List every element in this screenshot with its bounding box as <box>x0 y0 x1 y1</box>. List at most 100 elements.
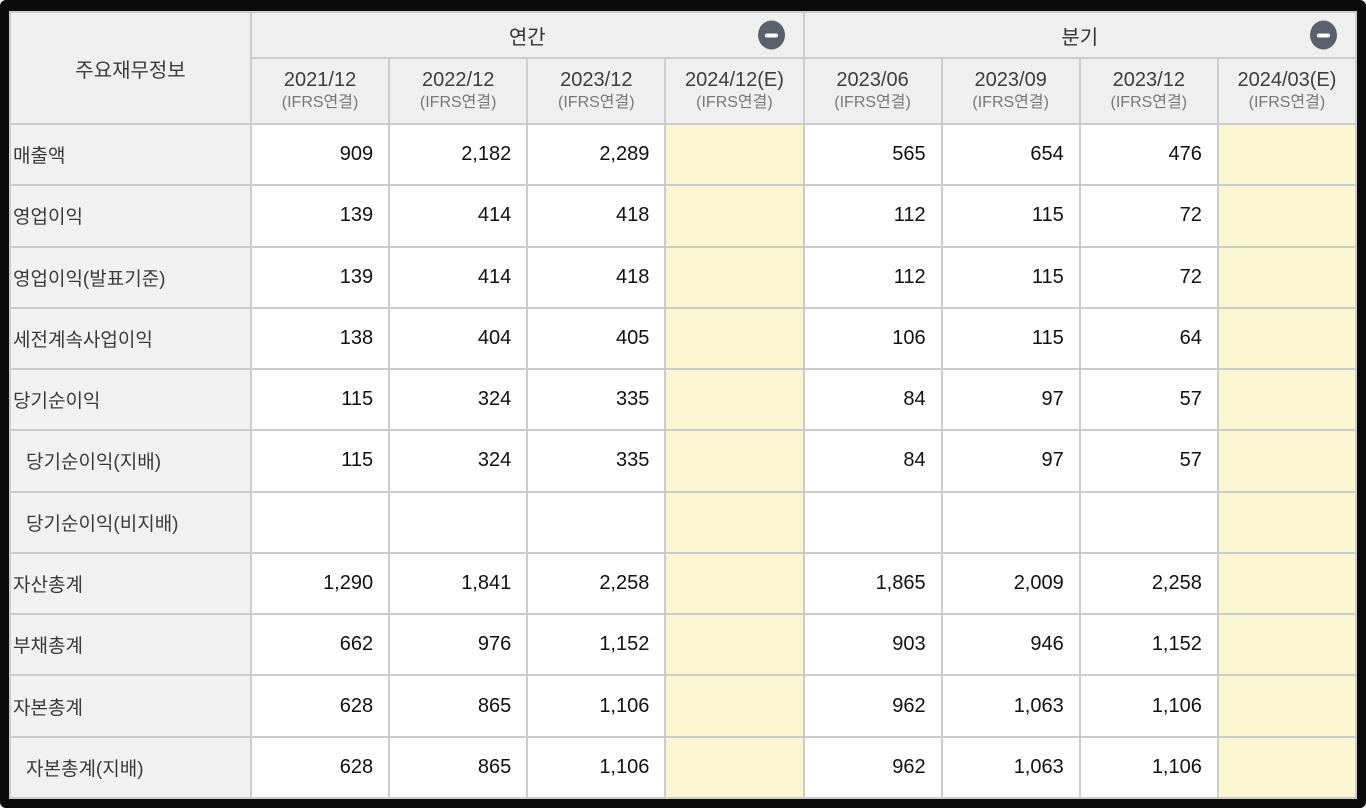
value-cell: 1,152 <box>1078 613 1219 677</box>
group-header-row: 주요재무정보 연간 분기 <box>9 11 1357 125</box>
value-cell: 1,063 <box>940 674 1081 738</box>
value-cell: 946 <box>940 613 1081 677</box>
column-header-2021-12: 2021/12 (IFRS연결) <box>249 57 391 125</box>
value-cell: 909 <box>249 122 391 187</box>
value-cell: 903 <box>802 613 943 677</box>
collapse-annual-button[interactable] <box>757 20 785 50</box>
value-cell: 115 <box>940 245 1081 309</box>
value-cell: 628 <box>249 674 391 738</box>
value-cell: 962 <box>802 735 943 800</box>
value-cell <box>664 245 805 309</box>
period-label: 2021/12 <box>283 69 357 92</box>
column-header-2023-12: 2023/12 (IFRS연결) <box>526 57 667 125</box>
row-label: 영업이익(발표기준) <box>9 245 252 309</box>
row-label: 자본총계 <box>9 674 252 738</box>
value-cell: 115 <box>249 429 391 493</box>
value-cell <box>526 490 667 554</box>
value-cell: 2,258 <box>526 551 667 616</box>
period-label: 2023/12 <box>560 69 633 92</box>
value-cell <box>802 490 943 554</box>
value-cell: 324 <box>388 368 529 432</box>
collapse-quarterly-button[interactable] <box>1310 20 1337 50</box>
value-cell <box>1216 613 1358 677</box>
value-cell: 106 <box>802 306 943 371</box>
value-cell <box>664 429 805 493</box>
value-cell: 1,106 <box>526 735 667 800</box>
value-cell: 97 <box>940 368 1081 432</box>
table-row: 당기순이익(비지배) <box>9 490 1358 554</box>
corner-header: 주요재무정보 <box>9 11 252 125</box>
period-label: 2023/09 <box>974 69 1047 92</box>
table-row: 영업이익 139 414 418 112 115 72 <box>9 184 1358 248</box>
row-label: 영업이익 <box>9 184 252 248</box>
table-row: 매출액 909 2,182 2,289 565 654 476 <box>9 122 1358 187</box>
standard-label: (IFRS연결) <box>419 94 497 112</box>
value-cell <box>249 490 391 554</box>
table-row: 자본총계(지배) 628 865 1,106 962 1,063 1,106 <box>9 735 1358 800</box>
value-cell <box>1216 245 1358 309</box>
value-cell: 2,182 <box>388 122 529 187</box>
value-cell: 115 <box>249 368 391 432</box>
row-label: 당기순이익(비지배) <box>9 490 252 554</box>
value-cell: 565 <box>802 122 943 187</box>
value-cell: 865 <box>388 735 529 800</box>
standard-label: (IFRS연결) <box>1248 94 1326 112</box>
value-cell <box>1216 306 1358 371</box>
value-cell: 2,289 <box>526 122 667 187</box>
standard-label: (IFRS연결) <box>972 94 1049 112</box>
value-cell: 112 <box>802 184 943 248</box>
value-cell <box>664 122 805 187</box>
value-cell: 324 <box>388 429 529 493</box>
value-cell: 115 <box>940 184 1081 248</box>
value-cell: 418 <box>526 245 667 309</box>
value-cell: 1,106 <box>1078 674 1219 738</box>
value-cell: 976 <box>388 613 529 677</box>
value-cell: 414 <box>388 245 529 309</box>
table-row: 부채총계 662 976 1,152 903 946 1,152 <box>9 613 1358 677</box>
value-cell: 139 <box>249 184 391 248</box>
period-label: 2023/06 <box>836 69 909 92</box>
value-cell: 628 <box>249 735 391 800</box>
value-cell: 1,063 <box>940 735 1081 800</box>
value-cell: 84 <box>802 429 943 493</box>
value-cell <box>1216 184 1358 248</box>
value-cell <box>664 184 805 248</box>
column-header-2023-09: 2023/09 (IFRS연결) <box>940 57 1081 125</box>
column-header-row: 2021/12 (IFRS연결) 2022/12 (IFRS연결) 2023/1… <box>10 57 1358 125</box>
value-cell <box>1078 490 1219 554</box>
value-cell: 1,290 <box>249 551 391 616</box>
value-cell <box>664 368 805 432</box>
group-label-quarterly: 분기 <box>1061 26 1099 49</box>
value-cell <box>940 490 1081 554</box>
group-label-annual: 연간 <box>508 26 546 49</box>
column-header-2024-12e: 2024/12(E) (IFRS연결) <box>664 57 805 125</box>
value-cell: 64 <box>1078 306 1219 371</box>
value-cell: 962 <box>802 674 943 738</box>
value-cell: 1,152 <box>526 613 667 677</box>
value-cell: 112 <box>802 245 943 309</box>
column-header-2022-12: 2022/12 (IFRS연결) <box>388 57 529 125</box>
value-cell <box>664 490 805 554</box>
column-header-2023-06: 2023/06 (IFRS연결) <box>802 57 943 125</box>
row-label: 자산총계 <box>9 551 252 616</box>
value-cell <box>664 674 805 738</box>
table-body: 매출액 909 2,182 2,289 565 654 476 영업이익 139 414 418 11… <box>9 122 1358 800</box>
value-cell: 72 <box>1078 245 1219 309</box>
value-cell <box>388 490 529 554</box>
value-cell <box>664 551 805 616</box>
period-label: 2024/12(E) <box>684 69 784 92</box>
value-cell <box>1216 674 1358 738</box>
value-cell <box>664 613 805 677</box>
value-cell <box>664 306 805 371</box>
value-cell: 57 <box>1078 429 1219 493</box>
group-header-annual: 연간 <box>250 11 805 59</box>
value-cell: 404 <box>388 306 529 371</box>
value-cell <box>1216 490 1358 554</box>
table-row: 세전계속사업이익 138 404 405 106 115 64 <box>9 306 1358 371</box>
value-cell: 662 <box>249 613 391 677</box>
row-label: 매출액 <box>9 122 252 187</box>
value-cell: 865 <box>388 674 529 738</box>
value-cell: 654 <box>940 122 1081 187</box>
value-cell: 139 <box>249 245 391 309</box>
